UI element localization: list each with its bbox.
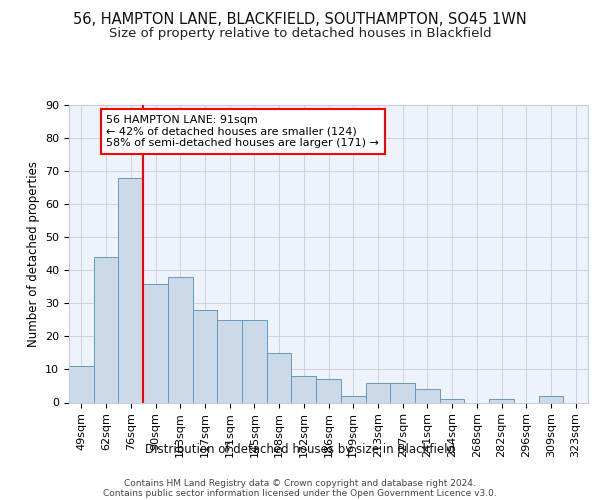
Bar (415, 390, 440, 402)
Bar (341, 396, 365, 402)
Bar (69, 366, 94, 403)
Text: Distribution of detached houses by size in Blackfield: Distribution of detached houses by size … (145, 442, 455, 456)
Text: Size of property relative to detached houses in Blackfield: Size of property relative to detached ho… (109, 28, 491, 40)
Bar (489, 399, 514, 402)
Bar (390, 382, 415, 402)
Bar (292, 376, 316, 402)
Text: Contains public sector information licensed under the Open Government Licence v3: Contains public sector information licen… (103, 488, 497, 498)
Bar (118, 178, 143, 402)
Bar (168, 277, 193, 402)
Text: 56, HAMPTON LANE, BLACKFIELD, SOUTHAMPTON, SO45 1WN: 56, HAMPTON LANE, BLACKFIELD, SOUTHAMPTO… (73, 12, 527, 28)
Bar (143, 284, 168, 403)
Bar (267, 353, 292, 403)
Bar (316, 380, 341, 402)
Bar (365, 382, 390, 402)
Text: 56 HAMPTON LANE: 91sqm
← 42% of detached houses are smaller (124)
58% of semi-de: 56 HAMPTON LANE: 91sqm ← 42% of detached… (106, 115, 379, 148)
Bar (539, 396, 563, 402)
Bar (440, 399, 464, 402)
Text: Contains HM Land Registry data © Crown copyright and database right 2024.: Contains HM Land Registry data © Crown c… (124, 478, 476, 488)
Bar (217, 320, 242, 402)
Bar (242, 320, 267, 402)
Bar (94, 257, 118, 402)
Bar (193, 310, 217, 402)
Y-axis label: Number of detached properties: Number of detached properties (26, 161, 40, 347)
